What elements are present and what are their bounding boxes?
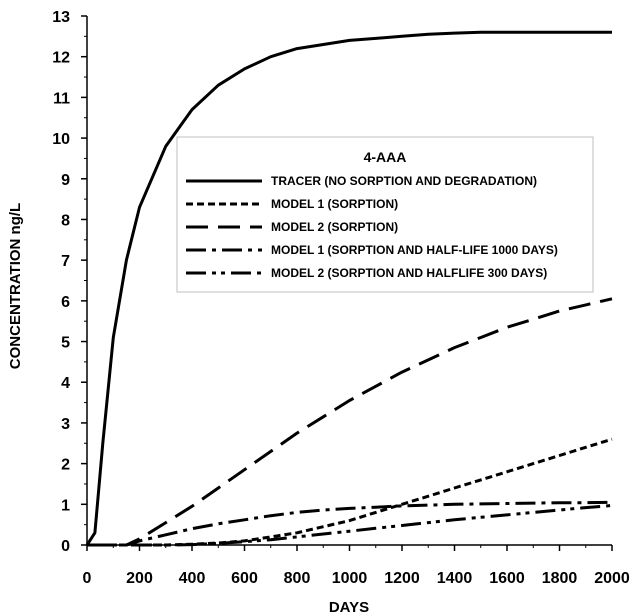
series-line-5 xyxy=(87,504,613,547)
y-tick-label: 6 xyxy=(61,294,70,311)
legend-label: MODEL 2 (SORPTION AND HALFLIFE 300 DAYS) xyxy=(271,266,547,280)
x-tick-label: 1800 xyxy=(542,570,578,587)
series-line-3 xyxy=(87,297,613,547)
x-tick-label: 1000 xyxy=(332,570,368,587)
series-line-4 xyxy=(87,500,613,547)
legend-label: MODEL 1 (SORPTION AND HALF-LIFE 1000 DAY… xyxy=(271,243,558,257)
y-tick-label: 11 xyxy=(53,90,70,107)
axes: 0 200 400 600 800 1000 1200 1400 1600 1800 2000012… xyxy=(52,9,630,587)
x-tick-label: 2000 xyxy=(594,570,630,587)
y-tick-label: 0 xyxy=(61,538,70,555)
y-tick-label: 8 xyxy=(61,212,70,229)
series-line-2 xyxy=(87,437,613,547)
x-tick-label: 400 xyxy=(179,570,206,587)
y-tick-label: 1 xyxy=(61,497,70,514)
y-tick-label: 4 xyxy=(61,375,70,392)
x-tick-label: 600 xyxy=(231,570,258,587)
series-lines xyxy=(85,30,613,547)
y-axis-title: CONCENTRATION ng/L xyxy=(7,203,24,369)
legend-label: MODEL 2 (SORPTION) xyxy=(271,220,398,234)
x-tick-label: 0 xyxy=(83,570,92,587)
x-tick-label: 800 xyxy=(284,570,311,587)
legend-label: MODEL 1 (SORPTION) xyxy=(271,197,398,211)
legend-box xyxy=(176,136,594,293)
y-tick-label: 3 xyxy=(61,416,70,433)
x-axis-title: DAYS xyxy=(329,599,369,616)
legend-label: TRACER (NO SORPTION AND DEGRADATION) xyxy=(271,174,537,188)
x-tick-label: 200 xyxy=(126,570,153,587)
y-tick-label: 2 xyxy=(61,457,70,474)
series-line-1 xyxy=(85,30,612,546)
x-tick-label: 1400 xyxy=(437,570,473,587)
legend-items: TRACER (NO SORPTION AND DEGRADATION) MODE… xyxy=(186,174,558,280)
legend-title: 4-AAA xyxy=(364,149,407,165)
x-tick-label: 1600 xyxy=(489,570,525,587)
y-tick-label: 5 xyxy=(61,335,70,352)
legend: 4-AAA TRACER (NO SORPTION AND DEGRADATIO… xyxy=(176,136,594,293)
y-tick-label: 13 xyxy=(52,9,70,26)
y-tick-label: 10 xyxy=(52,131,70,148)
y-tick-label: 12 xyxy=(52,50,70,67)
x-tick-label: 1200 xyxy=(384,570,420,587)
y-tick-label: 7 xyxy=(61,253,70,270)
y-tick-label: 9 xyxy=(61,172,70,189)
